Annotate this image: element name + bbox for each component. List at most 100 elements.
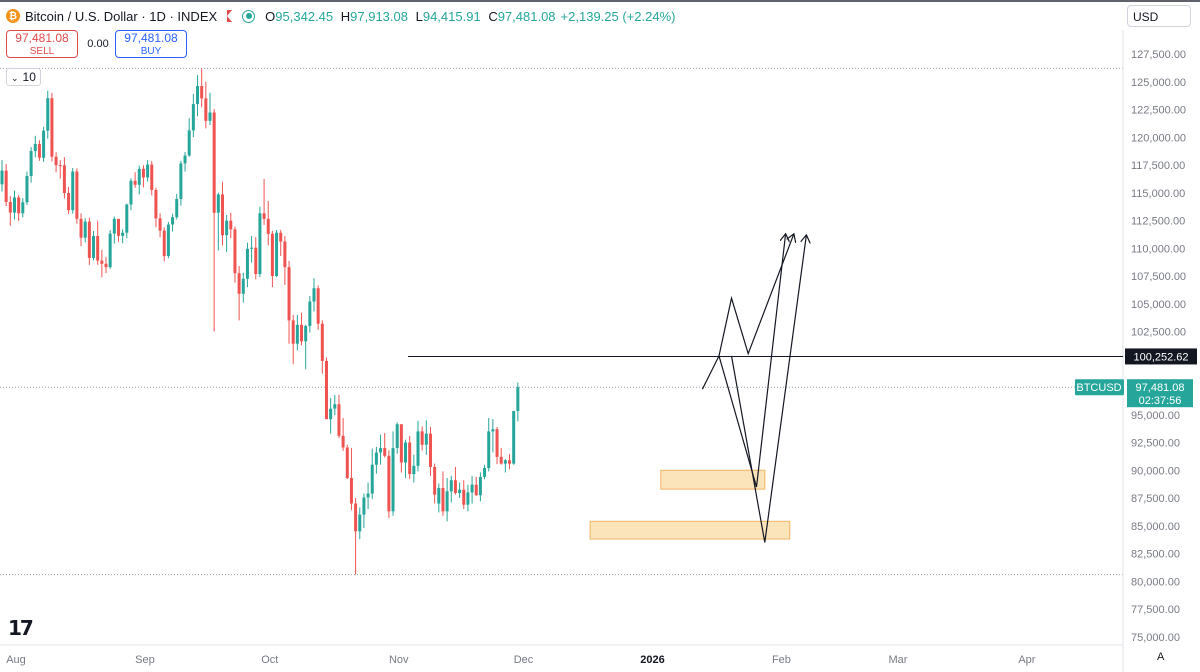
candle [87, 217, 91, 265]
buy-price: 97,481.08 [124, 31, 178, 45]
candle-body [133, 180, 137, 185]
currency-select[interactable]: USD [1127, 5, 1191, 27]
candle [487, 418, 491, 472]
candle [354, 498, 358, 575]
candle-body [499, 456, 503, 464]
price-tick-label: 95,000.00 [1131, 410, 1180, 422]
projection-paths [701, 234, 807, 543]
candle [100, 249, 104, 278]
candle-body [320, 323, 324, 361]
candle-body [121, 232, 125, 236]
candle-body [358, 514, 362, 532]
candle-body [75, 171, 79, 219]
candle [241, 272, 245, 303]
candle-body [87, 221, 91, 258]
candle-body [200, 86, 204, 99]
candle-body [212, 112, 216, 213]
candle-body [154, 189, 158, 219]
candle-body [362, 497, 366, 515]
candle-body [341, 435, 345, 448]
candle [216, 192, 220, 251]
candle [399, 424, 403, 473]
candle [237, 266, 241, 321]
candle-body [495, 429, 499, 457]
candle-body [42, 130, 46, 158]
price-tick-label: 85,000.00 [1131, 521, 1180, 533]
candle-body [83, 221, 87, 238]
candle [428, 426, 432, 476]
auto-scale-button[interactable]: A [1157, 651, 1165, 663]
candle [516, 382, 520, 422]
candle [200, 68, 204, 108]
candle [262, 178, 266, 225]
buy-button[interactable]: 97,481.08 BUY [115, 30, 187, 58]
candle [133, 172, 137, 188]
sell-button[interactable]: 97,481.08 SELL [6, 30, 78, 58]
spread-value: 0.00 [87, 38, 109, 50]
candle [196, 75, 200, 117]
candle [470, 475, 474, 504]
tradingview-logo-icon[interactable]: 17 [8, 616, 34, 640]
candle [50, 92, 54, 162]
indicator-toggle[interactable]: ⌄ 10 [6, 68, 41, 86]
candle-body [508, 460, 512, 464]
candle [404, 439, 408, 479]
countdown-text: 02:37:56 [1139, 395, 1182, 407]
candle-body [458, 489, 462, 494]
candle [391, 431, 395, 516]
price-tick-label: 105,000.00 [1131, 299, 1186, 311]
candle-body [266, 218, 270, 234]
candle [75, 168, 79, 224]
candle [370, 448, 374, 500]
candle-body [275, 232, 279, 276]
candle-body [366, 493, 370, 498]
candle-body [433, 466, 437, 495]
candle-body [345, 447, 349, 479]
candle-body [487, 431, 491, 469]
candle [462, 480, 466, 510]
time-tick-label: Dec [514, 654, 534, 666]
price-tick-label: 110,000.00 [1131, 243, 1185, 255]
close-value: 97,481.08 [497, 8, 556, 24]
candle [495, 426, 499, 465]
projection-path [701, 234, 785, 488]
price-tick-label: 87,500.00 [1131, 493, 1180, 505]
candle [162, 227, 166, 262]
candle [0, 160, 4, 192]
candle [512, 410, 516, 465]
candle [308, 295, 312, 333]
candle-body [470, 484, 474, 493]
candle-body [112, 218, 116, 234]
price-tick-label: 82,500.00 [1131, 549, 1180, 561]
candle-body [196, 86, 200, 105]
candle [503, 459, 507, 473]
low-value: 94,415.91 [422, 8, 481, 24]
candle [508, 454, 512, 470]
candle [71, 167, 75, 214]
candle-body [171, 217, 175, 225]
candle [312, 278, 316, 312]
symbol-title[interactable]: Bitcoin / U.S. Dollar · 1D · INDEX [25, 8, 218, 24]
candle-body [420, 431, 424, 445]
candle [337, 394, 341, 439]
projection-path [730, 235, 807, 543]
candle [320, 320, 324, 374]
candle-body [300, 324, 304, 342]
low-label: L [415, 8, 423, 24]
candle-body [491, 429, 495, 432]
flag-icon[interactable] [227, 10, 233, 22]
candle-body [54, 156, 58, 166]
candle [300, 312, 304, 346]
candle [212, 108, 216, 332]
price-tick-label: 120,000.00 [1131, 132, 1186, 144]
candle-body [141, 168, 145, 178]
candle-body [424, 433, 428, 445]
candle [175, 193, 179, 220]
candle [42, 126, 46, 162]
candle [349, 448, 353, 511]
candle-body [162, 230, 166, 257]
candle-body [250, 247, 254, 249]
candle [229, 212, 233, 239]
